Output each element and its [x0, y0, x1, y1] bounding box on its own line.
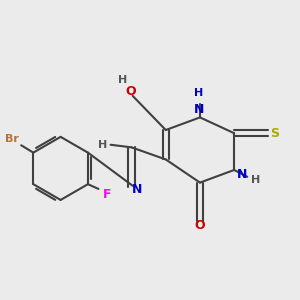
Text: H: H [251, 176, 260, 185]
Text: Br: Br [5, 134, 19, 144]
Text: O: O [195, 219, 205, 232]
Text: F: F [103, 188, 112, 201]
Text: H: H [118, 75, 127, 85]
Text: S: S [270, 127, 279, 140]
Text: H: H [98, 140, 107, 150]
Text: H: H [194, 88, 203, 98]
Text: N: N [237, 168, 247, 181]
Text: O: O [125, 85, 136, 98]
Text: N: N [132, 183, 142, 196]
Text: N: N [194, 103, 204, 116]
